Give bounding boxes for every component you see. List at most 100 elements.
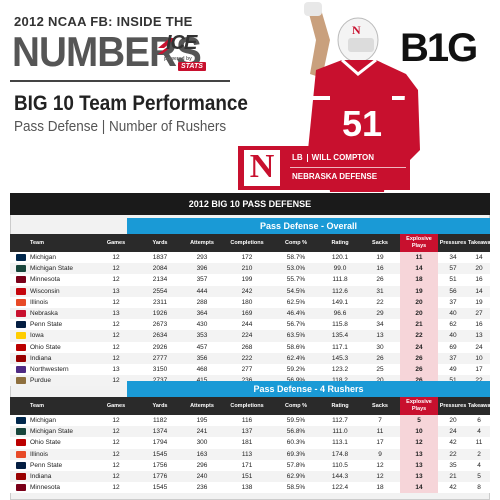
cell-completions: 151 (241, 473, 253, 480)
column-header-games[interactable]: Games (106, 403, 126, 409)
column-header-completions[interactable]: Completions (230, 403, 264, 409)
cell-sacks: 26 (376, 354, 384, 362)
cell-completions: 224 (241, 332, 253, 340)
cell-team: Minnesota (30, 276, 60, 284)
cell-team: Minnesota (30, 484, 60, 492)
cell-sacks: 25 (376, 366, 384, 373)
table-row: Michigan 12 1182 195 116 59.5% 112.7 7 5 20 6 (10, 415, 490, 427)
cell-explosive: 14 (400, 263, 438, 275)
cell-attempts: 356 (196, 354, 208, 362)
cell-team: Indiana (30, 354, 52, 362)
cell-comp-pct: 62.4% (286, 354, 306, 362)
cell-explosive: 13 (400, 448, 438, 460)
cell-pressures: 37 (449, 354, 457, 362)
column-header-yards[interactable]: Yards (152, 240, 168, 246)
cell-attempts: 415 (182, 375, 222, 386)
column-header-team[interactable]: Team (30, 240, 44, 246)
column-header-explosive[interactable]: Explosive Plays (400, 234, 438, 252)
cell-games: 12 (112, 276, 120, 284)
cell-pressures: 20 (449, 417, 457, 424)
column-header-pressures[interactable]: Pressures (439, 240, 467, 246)
column-header-comp-pct[interactable]: Comp % (285, 403, 307, 409)
cell-yards: 1776 (152, 473, 168, 480)
column-header-sacks[interactable]: Sacks (372, 240, 388, 246)
cell-explosive: 26 (400, 375, 438, 387)
cell-takeaways: 4 (477, 428, 481, 436)
cell-comp-pct: 53.0% (286, 265, 306, 273)
team-logo-icon (16, 276, 26, 284)
cell-sacks: 9 (378, 450, 382, 458)
cell-attempts: 240 (196, 473, 208, 480)
cell-team: Michigan State (30, 265, 73, 273)
cell-sacks: 26 (376, 276, 384, 284)
cell-team: Indiana (30, 473, 52, 480)
table-row: Ohio State 12 2926 457 268 58.6% 117.1 30 24 69 24 (10, 341, 490, 353)
cell-attempts: 430 (196, 321, 208, 329)
cell-yards: 2777 (152, 354, 168, 362)
cell-attempts: 396 (196, 265, 208, 273)
cell-games: 12 (112, 428, 120, 436)
column-header-sacks[interactable]: Sacks (372, 403, 388, 409)
cell-pressures: 37 (449, 298, 457, 306)
cell-yards: 1837 (152, 254, 168, 261)
cell-attempts: 241 (196, 428, 208, 436)
column-header-takeaways[interactable]: Takeaways (468, 240, 497, 246)
table-row: Wisconsin 13 2554 444 242 54.5% 112.6 31 19 56 14 (10, 285, 490, 297)
cell-yards: 2134 (152, 276, 168, 284)
cell-explosive: 12 (400, 437, 438, 449)
cell-comp-pct: 46.4% (286, 310, 306, 317)
column-header-takeaways[interactable]: Takeaways (468, 403, 497, 409)
column-header-completions[interactable]: Completions (230, 240, 264, 246)
cell-attempts: 293 (196, 254, 208, 261)
cell-team: Ohio State (30, 343, 61, 351)
cell-sacks: 30 (376, 343, 384, 351)
cell-pressures: 34 (449, 254, 457, 261)
cell-rating: 112.7 (332, 417, 348, 424)
column-header-pressures[interactable]: Pressures (439, 403, 467, 409)
column-header-attempts[interactable]: Attempts (190, 403, 214, 409)
cell-pressures: 42 (449, 439, 457, 447)
column-header-rating[interactable]: Rating (331, 240, 349, 246)
team-logo-icon (16, 473, 26, 480)
cell-completions: 171 (241, 461, 253, 469)
cell-pressures: 35 (449, 461, 457, 469)
cell-takeaways: 8 (477, 484, 481, 492)
column-header-attempts[interactable]: Attempts (190, 240, 214, 246)
cell-takeaways: 17 (475, 366, 483, 373)
cell-sacks: 34 (376, 321, 384, 329)
column-header-comp-pct[interactable]: Comp % (285, 240, 307, 246)
cell-yards: 1374 (152, 428, 168, 436)
column-header-explosive[interactable]: Explosive Plays (400, 397, 438, 415)
cell-completions: 180 (241, 298, 253, 306)
column-header-yards[interactable]: Yards (152, 403, 168, 409)
cell-rating: 117.1 (332, 343, 348, 351)
cell-games: 12 (112, 461, 120, 469)
team-logo-icon (16, 354, 26, 362)
cell-pressures: 42 (449, 484, 457, 492)
table-row: Minnesota 12 2134 357 199 55.7% 111.8 26 18 51 16 (10, 274, 490, 286)
cell-takeaways: 14 (475, 287, 483, 295)
cell-takeaways: 6 (477, 417, 481, 424)
cell-comp-pct: 62.9% (286, 473, 306, 480)
cell-rating: 112.6 (332, 287, 348, 295)
cell-comp-pct: 56.7% (286, 321, 306, 329)
cell-rating: 111.8 (332, 276, 348, 284)
header-rule (10, 80, 230, 82)
table-row: Penn State 12 2673 430 244 56.7% 115.8 34 21 62 16 (10, 319, 490, 331)
cell-attempts: 353 (196, 332, 208, 340)
cell-comp-pct: 69.3% (286, 450, 306, 458)
cell-rating: 113.1 (332, 439, 348, 447)
cell-completions: 138 (241, 484, 253, 492)
column-header-team[interactable]: Team (30, 403, 44, 409)
column-header-games[interactable]: Games (106, 240, 126, 246)
cell-completions: 236 (222, 375, 272, 386)
team-logo-icon (16, 450, 26, 458)
cell-games: 12 (112, 265, 120, 273)
cell-takeaways: 11 (475, 439, 483, 447)
cell-sacks: 7 (378, 417, 382, 424)
column-header-rating[interactable]: Rating (331, 403, 349, 409)
cell-sacks: 22 (376, 298, 384, 306)
cell-sacks: 12 (376, 473, 384, 480)
team-logo-icon (16, 461, 26, 469)
table-row: Penn State 12 1756 296 171 57.8% 110.5 12 13 35 4 (10, 459, 490, 471)
